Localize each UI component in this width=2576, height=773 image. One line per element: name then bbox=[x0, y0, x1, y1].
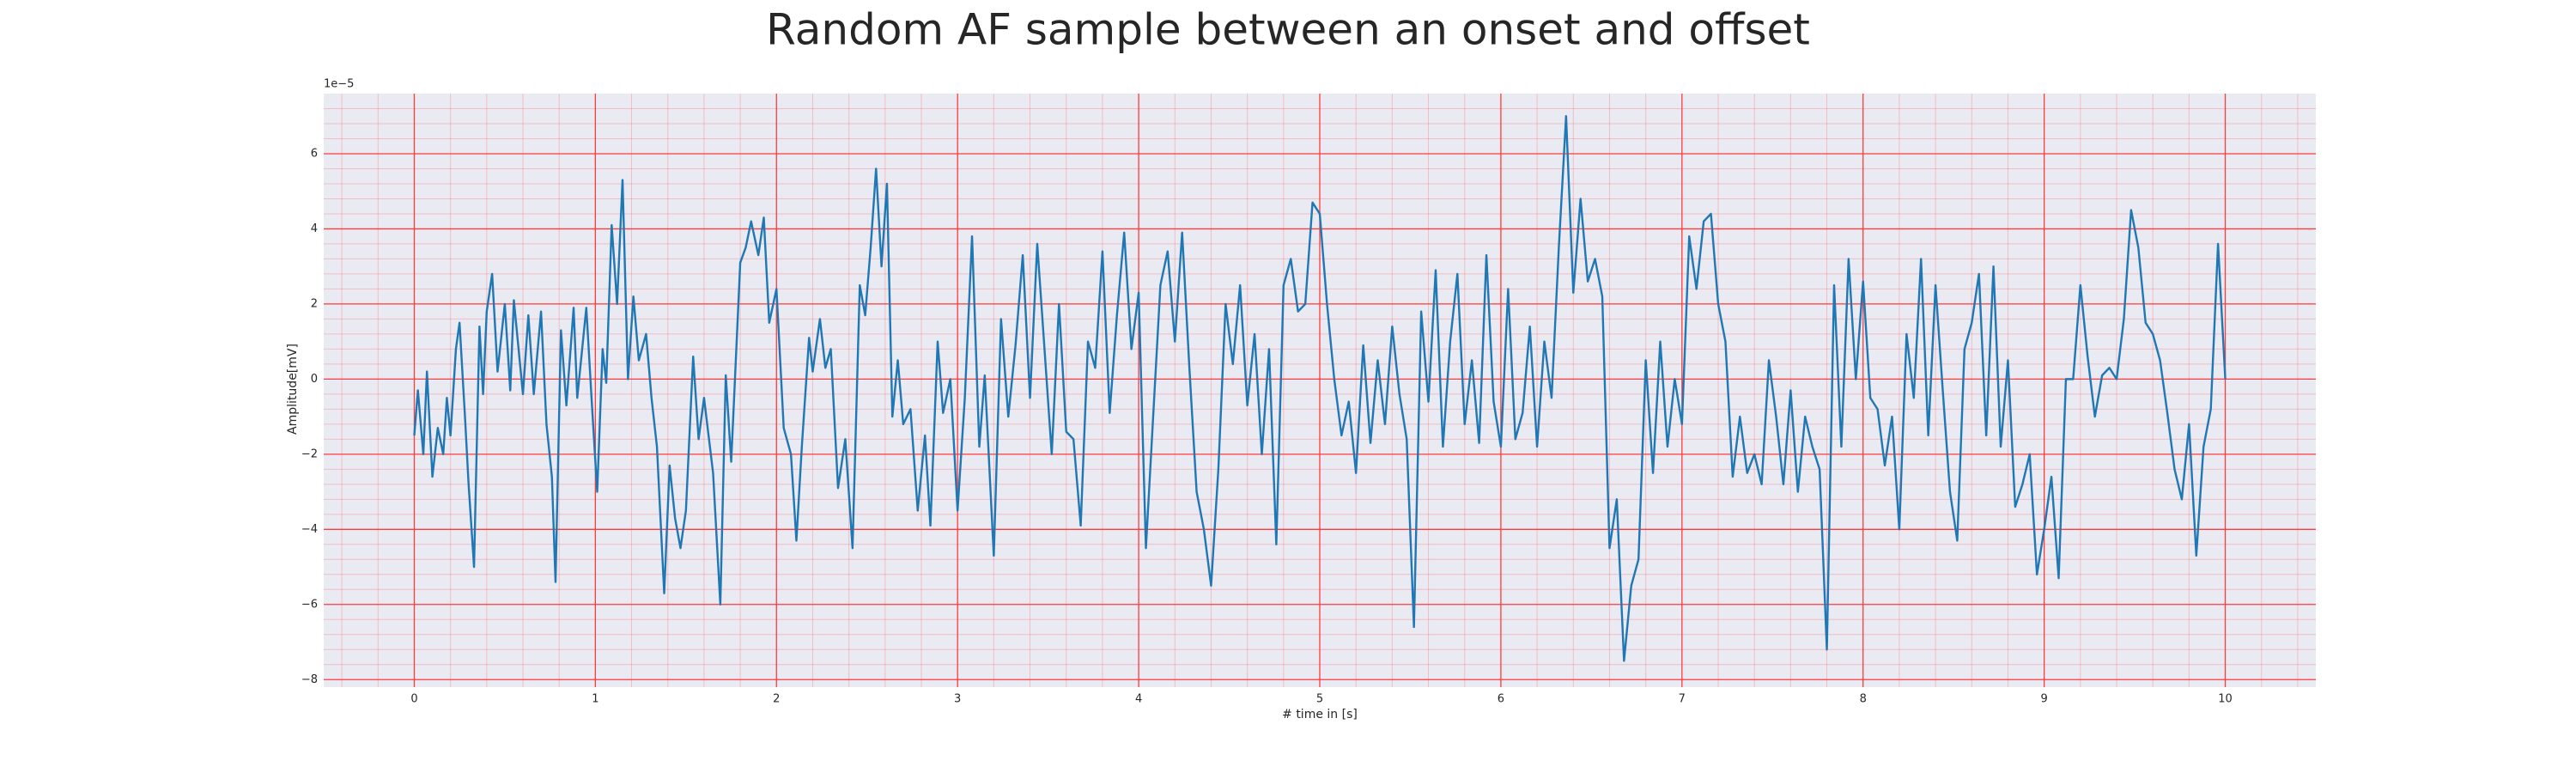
x-tick-label: 5 bbox=[1316, 693, 1323, 706]
x-tick-label: 7 bbox=[1679, 693, 1686, 706]
x-tick-label: 4 bbox=[1135, 693, 1142, 706]
y-tick-label: −8 bbox=[301, 673, 318, 686]
x-tick-label: 3 bbox=[954, 693, 961, 706]
x-tick-label: 2 bbox=[773, 693, 780, 706]
chart-title: Random AF sample between an onset and of… bbox=[766, 5, 1810, 55]
y-tick-label: 6 bbox=[311, 147, 318, 160]
x-tick-label: 9 bbox=[2040, 693, 2047, 706]
y-tick-label: −2 bbox=[301, 447, 318, 460]
y-tick-label: −6 bbox=[301, 598, 318, 611]
x-tick-label: 6 bbox=[1498, 693, 1504, 706]
x-tick-label: 0 bbox=[410, 693, 417, 706]
x-tick-label: 8 bbox=[1860, 693, 1867, 706]
y-axis-label: Amplitude[mV] bbox=[286, 344, 300, 435]
y-tick-label: −4 bbox=[301, 523, 318, 536]
y-tick-label: 4 bbox=[311, 222, 318, 235]
y-tick-label: 0 bbox=[311, 373, 318, 386]
x-tick-label: 10 bbox=[2218, 693, 2233, 706]
y-tick-label: 2 bbox=[311, 297, 318, 310]
y-offset-label: 1e−5 bbox=[324, 78, 354, 91]
x-axis-label: # time in [s] bbox=[1282, 708, 1358, 721]
signal-line bbox=[413, 115, 2227, 662]
x-tick-label: 1 bbox=[592, 693, 598, 706]
